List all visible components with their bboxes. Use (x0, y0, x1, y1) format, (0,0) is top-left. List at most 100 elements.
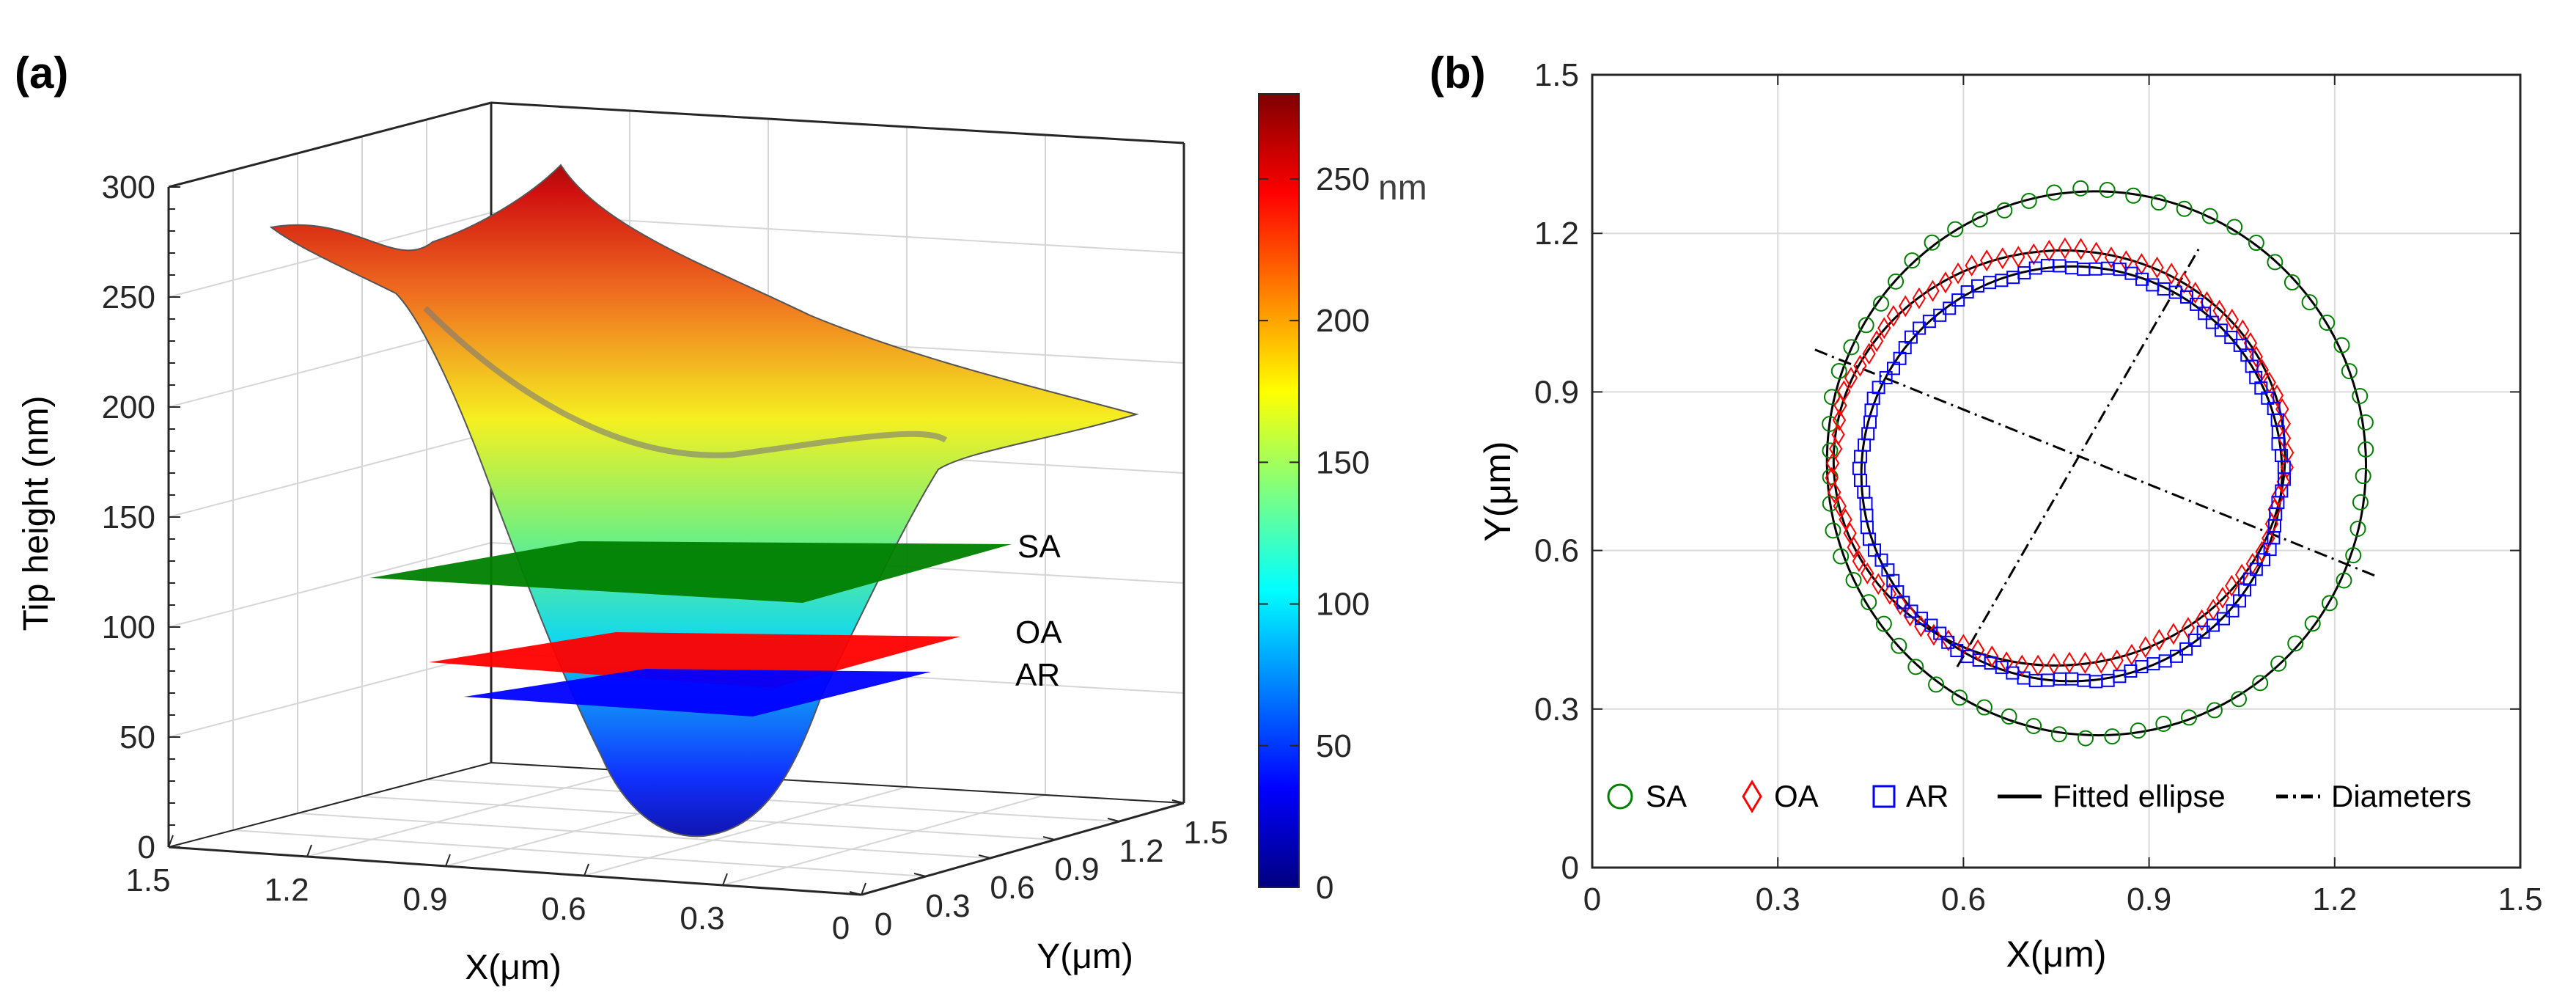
box-edge (490, 762, 1185, 804)
oa-marker (2262, 527, 2275, 549)
sa-marker (2181, 709, 2198, 726)
y-tick-label: 0.6 (1534, 533, 1579, 569)
oa-marker (1825, 466, 1839, 489)
sa-marker (1947, 221, 1964, 238)
oa-marker (1862, 342, 1876, 365)
oa-marker (1926, 279, 1940, 302)
sa-marker (1971, 211, 1988, 228)
y-tick-label: 0.9 (1054, 851, 1099, 887)
sa-marker (1907, 659, 1924, 675)
oa-marker (2058, 237, 2072, 260)
oa-marker (1979, 249, 1994, 272)
sa-marker (2301, 294, 2318, 311)
oa-marker (1965, 254, 1979, 276)
y-tick-label: 0 (1561, 850, 1579, 886)
oa-marker (2078, 651, 2092, 674)
fitted-ellipse-ar (1860, 265, 2284, 683)
ar-marker (1874, 553, 1888, 567)
ar-marker (1924, 618, 1938, 632)
ar-marker (2190, 297, 2204, 311)
x-tick-label: 0.3 (1756, 882, 1800, 917)
colorbar-tick-label: 100 (1316, 587, 1369, 623)
sa-marker (2226, 219, 2243, 235)
ar-marker (2214, 323, 2228, 337)
oa-marker (1869, 330, 1884, 353)
oa-marker (1837, 380, 1851, 403)
plane-label-ar: AR (1015, 657, 1060, 693)
ar-marker (2198, 307, 2212, 320)
legend-label-oa: OA (1774, 779, 1819, 813)
legend-marker-ar (1872, 785, 1896, 808)
oa-marker (2062, 651, 2077, 674)
sa-marker (1858, 317, 1874, 334)
oa-marker (1825, 452, 1840, 474)
legend-diamond (1742, 780, 1762, 813)
ar-marker (1943, 301, 1957, 315)
ar-marker (1886, 574, 1900, 587)
sa-marker (1830, 362, 1847, 379)
legend-label-fitted-ellipse: Fitted ellipse (2053, 779, 2226, 813)
sa-marker (2358, 441, 2374, 458)
box-edge (168, 101, 492, 188)
oa-marker (2104, 246, 2119, 268)
sa-marker (2336, 572, 2352, 589)
z-tick-label: 50 (119, 719, 155, 755)
oa-marker (1957, 634, 1970, 656)
sa-marker (2341, 363, 2358, 380)
sa-marker (2287, 635, 2304, 652)
ar-marker (1853, 450, 1867, 463)
oa-marker (1833, 495, 1847, 517)
ar-marker (2065, 672, 2079, 686)
ar-marker (2196, 625, 2210, 639)
sa-marker (2304, 615, 2321, 632)
diameter-lines (1814, 249, 2379, 667)
y-tick (978, 854, 991, 859)
sa-marker (2050, 726, 2067, 743)
floor-grid-line (722, 794, 1046, 886)
ar-marker (2242, 572, 2256, 586)
oa-marker (2164, 263, 2179, 285)
oa-marker (1894, 593, 1907, 615)
panel-b-label: (b) (1429, 48, 1486, 98)
y-tick-label: 1.2 (1119, 833, 1163, 869)
sa-marker (2333, 337, 2350, 353)
floor-grid-line (297, 813, 991, 859)
x-tick-label: 0.9 (2127, 882, 2171, 917)
wall-grid-line (168, 542, 492, 628)
oa-marker (2215, 587, 2230, 609)
oa-marker (1831, 423, 1845, 446)
sa-marker (2020, 192, 2037, 209)
ar-marker (2271, 437, 2285, 451)
tip-surface (269, 164, 1139, 838)
fitted-ellipse-sa (1825, 190, 2367, 737)
oa-marker (2275, 397, 2289, 420)
plane-label-oa: OA (1015, 615, 1062, 651)
oa-marker (2212, 299, 2226, 322)
oa-marker (2200, 291, 2214, 313)
legend-label-diameters: Diameters (2331, 779, 2471, 813)
ar-marker (1941, 635, 1955, 649)
colorbar: 0 50 100 150 200 250 nm (1258, 93, 1427, 906)
ar-marker (1905, 604, 1918, 618)
x-tick-label: 1.2 (264, 872, 309, 908)
y-tick (1171, 799, 1185, 804)
ar-marker (1904, 330, 1918, 344)
oa-marker (1853, 354, 1867, 377)
oa-marker (2042, 240, 2056, 262)
z-tick-label: 200 (102, 389, 155, 425)
panel-b-frame (1591, 73, 2522, 869)
ar-marker (2065, 261, 2079, 275)
oa-marker (1844, 367, 1858, 389)
colorbar-unit: nm (1378, 169, 1427, 208)
sa-marker (2252, 675, 2269, 692)
sa-marker (1904, 252, 1921, 269)
sa-marker (2357, 414, 2374, 431)
ar-marker (2077, 263, 2091, 276)
plane-oa (429, 632, 960, 688)
oa-marker (2094, 651, 2108, 674)
sa-marker (2150, 194, 2167, 211)
oa-marker (1899, 295, 1913, 318)
y-tick-label: 0.3 (925, 888, 970, 924)
y-tick (1107, 818, 1120, 822)
